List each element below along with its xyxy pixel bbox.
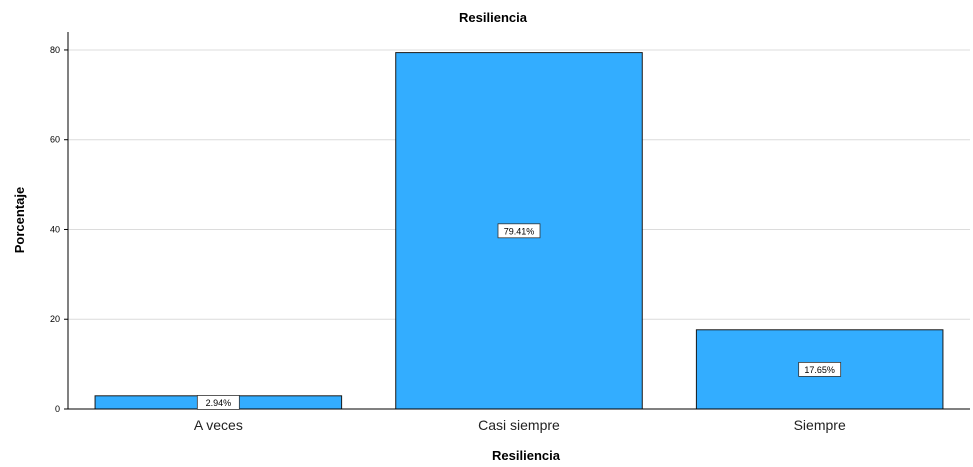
data-label: 17.65% [804, 365, 835, 375]
data-label-box [196, 395, 240, 410]
x-tick-label: A veces [194, 417, 243, 433]
data-label: 79.41% [504, 226, 535, 236]
data-label-box [497, 223, 541, 239]
y-tick-label: 0 [55, 404, 60, 414]
y-tick-label: 60 [50, 135, 60, 145]
y-tick-label: 20 [50, 314, 60, 324]
data-label: 2.94% [206, 398, 232, 408]
chart-title: Resiliencia [459, 10, 528, 25]
data-labels: 2.94% 79.41% 17.65% [196, 223, 842, 410]
x-tick-label: Siempre [794, 417, 846, 433]
data-label-box [798, 361, 842, 377]
x-axis-label: Resiliencia [492, 448, 561, 462]
x-tick-label: Casi siempre [478, 417, 560, 433]
y-tick-label: 80 [50, 45, 60, 55]
y-tick-label: 40 [50, 224, 60, 234]
axes: 0 20 40 60 80 A veces Casi siempre Siempre [50, 32, 970, 433]
y-axis-label: Porcentaje [12, 187, 27, 253]
